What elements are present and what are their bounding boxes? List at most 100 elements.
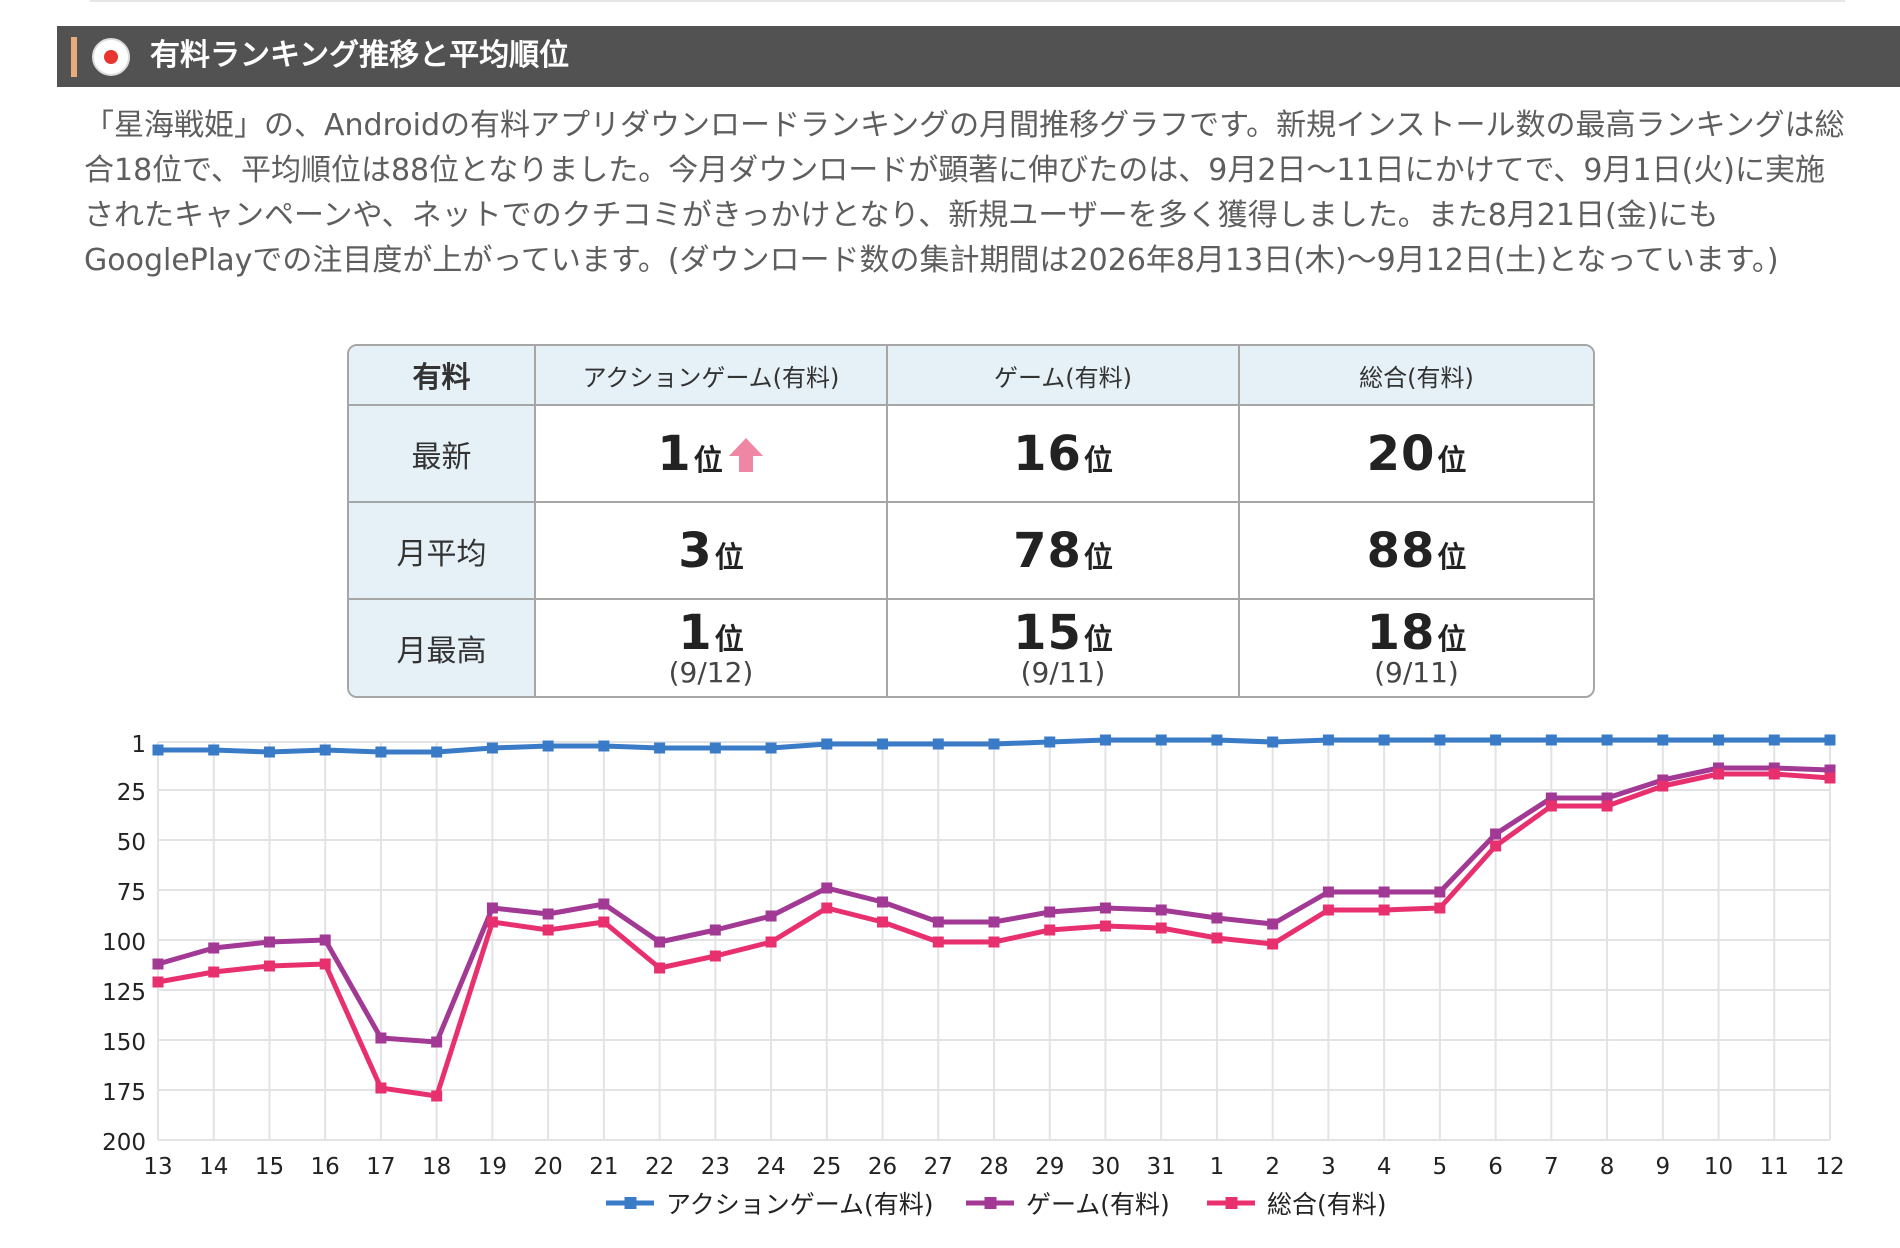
x-tick-label: 5 xyxy=(1433,1154,1448,1180)
data-point xyxy=(1378,886,1390,898)
data-point xyxy=(709,742,721,754)
data-point xyxy=(431,746,443,758)
data-point xyxy=(1099,734,1111,746)
rank-value: 78 xyxy=(1013,522,1082,579)
x-tick-label: 12 xyxy=(1815,1154,1844,1180)
x-tick-label: 3 xyxy=(1321,1154,1336,1180)
data-point xyxy=(821,738,833,750)
rank-value: 88 xyxy=(1366,522,1436,579)
data-point xyxy=(1824,764,1836,776)
data-point xyxy=(1657,734,1669,746)
y-tick-label: 25 xyxy=(117,780,146,806)
row-label-average: 月平均 xyxy=(349,503,536,600)
data-point xyxy=(486,902,498,914)
data-point xyxy=(821,882,833,894)
data-point xyxy=(1322,886,1334,898)
data-point xyxy=(598,916,610,928)
data-point xyxy=(1155,734,1167,746)
legend-marker-2 xyxy=(1225,1197,1238,1209)
x-tick-label: 4 xyxy=(1377,1154,1392,1180)
data-point xyxy=(208,744,220,756)
x-tick-label: 23 xyxy=(701,1154,730,1180)
data-point xyxy=(1044,906,1056,918)
rank-unit: 位 xyxy=(1437,539,1467,574)
data-point xyxy=(1211,734,1223,746)
legend-label-2: 総合(有料) xyxy=(1267,1190,1387,1219)
data-point xyxy=(598,898,610,910)
legend-label-0: アクションゲーム(有料) xyxy=(666,1190,934,1219)
rank-unit: 位 xyxy=(714,539,744,574)
table-row-average: 月平均 3位 78位 88位 xyxy=(349,503,1593,600)
section-header: 有料ランキング推移と平均順位 xyxy=(57,26,1900,87)
x-tick-label: 1 xyxy=(1210,1154,1225,1180)
data-point xyxy=(1713,768,1725,780)
table-row-latest: 最新 1位 16位 20位 xyxy=(349,406,1593,503)
data-point xyxy=(152,976,164,988)
y-tick-label: 75 xyxy=(117,880,146,906)
data-point xyxy=(988,738,1000,750)
red-dot-icon xyxy=(92,38,130,76)
x-tick-label: 15 xyxy=(255,1154,284,1180)
data-point xyxy=(988,916,1000,928)
x-tick-label: 13 xyxy=(143,1154,172,1180)
best-date: (9/12) xyxy=(668,656,754,689)
table-row-best: 月最高 1位 (9/12) 15位 (9/11) 18位 (9/11) xyxy=(349,600,1593,696)
rank-value: 1 xyxy=(657,425,692,482)
data-point xyxy=(1434,886,1446,898)
data-point xyxy=(932,936,944,948)
cell-best-overall: 18位 (9/11) xyxy=(1240,600,1593,696)
data-point xyxy=(1490,840,1502,852)
x-tick-label: 2 xyxy=(1265,1154,1280,1180)
data-point xyxy=(375,746,387,758)
data-point xyxy=(1545,792,1557,804)
data-point xyxy=(654,962,666,974)
data-point xyxy=(1378,734,1390,746)
rank-value: 20 xyxy=(1366,425,1436,482)
y-tick-label: 150 xyxy=(102,1030,146,1056)
data-point xyxy=(654,936,666,948)
data-point xyxy=(1322,904,1334,916)
data-point xyxy=(319,744,331,756)
data-point xyxy=(932,738,944,750)
rank-unit: 位 xyxy=(1083,539,1113,574)
data-point xyxy=(877,916,889,928)
data-point xyxy=(1211,912,1223,924)
x-tick-label: 22 xyxy=(645,1154,674,1180)
data-point xyxy=(1490,828,1502,840)
x-tick-label: 31 xyxy=(1147,1154,1176,1180)
data-point xyxy=(1155,922,1167,934)
legend-marker-0 xyxy=(624,1197,637,1209)
data-point xyxy=(1545,734,1557,746)
x-tick-label: 27 xyxy=(924,1154,953,1180)
data-point xyxy=(1322,734,1334,746)
rank-unit: 位 xyxy=(1437,442,1467,477)
data-point xyxy=(1768,762,1780,774)
data-point xyxy=(1155,904,1167,916)
x-tick-label: 8 xyxy=(1600,1154,1615,1180)
data-point xyxy=(1099,902,1111,914)
best-date: (9/11) xyxy=(1374,656,1459,689)
x-tick-label: 11 xyxy=(1760,1154,1789,1180)
rank-unit: 位 xyxy=(1437,622,1467,656)
data-point xyxy=(1099,920,1111,932)
data-point xyxy=(932,916,944,928)
rank-value: 16 xyxy=(1013,425,1082,482)
x-tick-label: 24 xyxy=(756,1154,785,1180)
cell-average-overall: 88位 xyxy=(1240,503,1593,600)
x-tick-label: 10 xyxy=(1704,1154,1733,1180)
rank-value: 3 xyxy=(678,522,713,579)
rank-unit: 位 xyxy=(693,442,723,477)
data-point xyxy=(765,742,777,754)
data-point xyxy=(598,740,610,752)
data-point xyxy=(1713,734,1725,746)
data-point xyxy=(1044,924,1056,936)
data-point xyxy=(1267,938,1279,950)
data-point xyxy=(1044,736,1056,748)
cell-best-game: 15位 (9/11) xyxy=(888,600,1240,696)
data-point xyxy=(375,1032,387,1044)
data-point xyxy=(1768,768,1780,780)
x-tick-label: 14 xyxy=(199,1154,228,1180)
cell-average-game: 78位 xyxy=(888,503,1240,600)
legend-label-1: ゲーム(有料) xyxy=(1026,1190,1170,1219)
